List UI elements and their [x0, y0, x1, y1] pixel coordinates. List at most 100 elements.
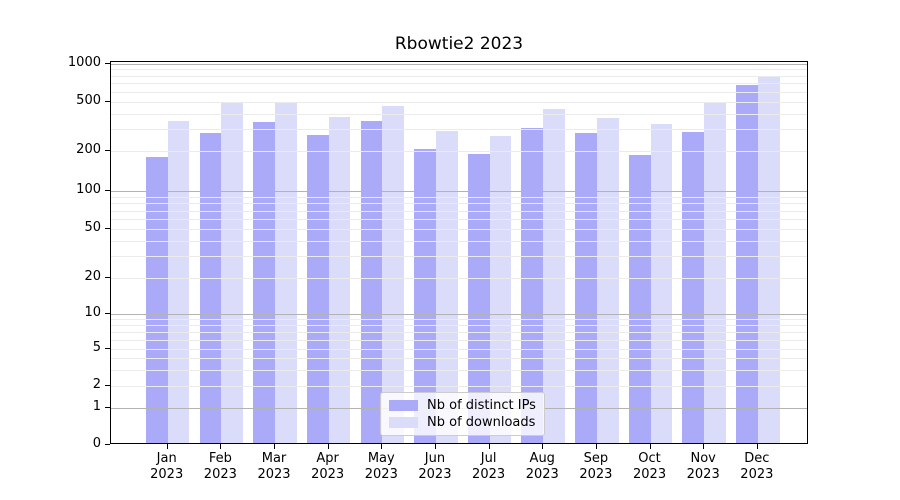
x-tick-mark-oct [649, 444, 651, 449]
bar-downloads-aug [543, 109, 566, 443]
gridline-8 [111, 325, 807, 327]
gridline-900 [111, 69, 807, 71]
bar-ips-mar [253, 122, 275, 443]
x-tick-label-feb: Feb 2023 [203, 451, 237, 482]
gridline-70 [111, 210, 807, 212]
x-tick-mark-nov [703, 444, 705, 449]
y-tick-mark-20 [105, 277, 110, 278]
legend: Nb of distinct IPs Nb of downloads [380, 392, 545, 436]
gridline-10 [111, 314, 807, 315]
x-tick-mark-jan [166, 444, 168, 449]
bar-downloads-mar [275, 102, 297, 443]
bar-downloads-nov [704, 101, 726, 443]
gridline-30 [111, 256, 807, 258]
gridline-60 [111, 219, 807, 220]
y-tick-label-500: 500 [76, 93, 101, 108]
legend-label-downloads: Nb of downloads [427, 415, 536, 430]
x-tick-label-mar: Mar 2023 [257, 451, 291, 482]
gridline-100 [111, 191, 807, 192]
gridline-2 [111, 386, 807, 387]
downloads-series-swatch [389, 417, 418, 428]
gridline-90 [111, 196, 807, 198]
bar-ips-jun [414, 149, 436, 443]
y-tick-label-5: 5 [92, 340, 101, 355]
gridline-20 [111, 278, 807, 279]
y-tick-mark-2 [105, 385, 110, 386]
bar-ips-dec [736, 85, 758, 443]
x-tick-label-oct: Oct 2023 [633, 451, 667, 482]
x-tick-mark-may [381, 444, 383, 449]
bar-ips-jan [145, 156, 168, 443]
y-tick-mark-200 [105, 150, 110, 151]
x-tick-label-sep: Sep 2023 [579, 451, 613, 482]
bar-ips-nov [682, 131, 705, 443]
y-tick-label-100: 100 [76, 182, 101, 197]
bar-downloads-jul [489, 136, 512, 443]
gridline-700 [111, 83, 807, 85]
grid-layer [111, 62, 807, 443]
x-tick-label-dec: Dec 2023 [740, 451, 774, 482]
gridline-1000 [111, 63, 807, 65]
bar-ips-apr [306, 134, 329, 443]
y-tick-mark-1 [105, 407, 110, 408]
y-tick-mark-5 [105, 348, 110, 349]
y-tick-label-1: 1 [92, 399, 101, 414]
chart-title: Rbowtie2 2023 [394, 34, 524, 54]
gridline-400 [111, 113, 807, 115]
x-tick-label-jul: Jul 2023 [472, 451, 506, 482]
x-tick-mark-jul [488, 444, 490, 449]
bar-ips-aug [521, 128, 544, 443]
bar-downloads-sep [596, 118, 619, 443]
bar-downloads-jun [435, 131, 458, 443]
plot-area [110, 61, 808, 444]
bar-ips-jul [467, 153, 490, 443]
y-tick-mark-1000 [105, 62, 110, 64]
y-tick-mark-50 [105, 228, 110, 229]
gridline-50 [111, 229, 807, 230]
gridline-4 [111, 358, 807, 359]
gridline-7 [111, 332, 807, 333]
y-tick-mark-100 [105, 190, 110, 191]
x-tick-label-jun: Jun 2023 [418, 451, 452, 482]
bar-ips-feb [199, 132, 222, 443]
gridline-300 [111, 129, 807, 131]
y-tick-mark-0 [105, 444, 110, 445]
gridline-5 [111, 349, 807, 350]
y-tick-label-0: 0 [92, 436, 101, 451]
bar-ips-sep [575, 132, 597, 443]
y-tick-label-2: 2 [92, 377, 101, 392]
y-tick-label-10: 10 [84, 305, 101, 320]
x-tick-label-apr: Apr 2023 [311, 451, 345, 482]
gridline-500 [111, 102, 807, 103]
y-tick-mark-500 [105, 101, 110, 102]
gridline-3 [111, 369, 807, 371]
x-tick-mark-sep [595, 444, 597, 449]
x-tick-mark-mar [274, 444, 275, 449]
gridline-800 [111, 75, 807, 77]
legend-item-downloads: Nb of downloads [389, 415, 536, 430]
x-tick-label-may: May 2023 [364, 451, 398, 482]
legend-label-distinct-ips: Nb of distinct IPs [427, 398, 536, 413]
bar-downloads-feb [221, 102, 244, 443]
x-tick-mark-dec [756, 444, 758, 449]
bar-ips-may [360, 120, 383, 443]
gridline-6 [111, 339, 807, 341]
bars-layer [111, 62, 807, 443]
y-tick-label-200: 200 [76, 142, 101, 157]
bar-downloads-dec [757, 76, 780, 443]
x-tick-mark-aug [542, 444, 544, 449]
x-tick-label-aug: Aug 2023 [525, 451, 559, 482]
bar-downloads-jan [167, 120, 190, 443]
ips-series-swatch [389, 400, 418, 411]
x-tick-label-nov: Nov 2023 [686, 451, 720, 482]
gridline-80 [111, 203, 807, 205]
legend-item-distinct-ips: Nb of distinct IPs [389, 398, 536, 413]
y-tick-label-20: 20 [84, 269, 101, 284]
gridline-200 [111, 151, 807, 152]
bar-ips-oct [628, 155, 651, 443]
y-tick-mark-10 [105, 313, 110, 314]
x-tick-mark-apr [327, 444, 329, 449]
x-tick-label-jan: Jan 2023 [150, 451, 184, 482]
x-tick-mark-feb [220, 444, 222, 449]
